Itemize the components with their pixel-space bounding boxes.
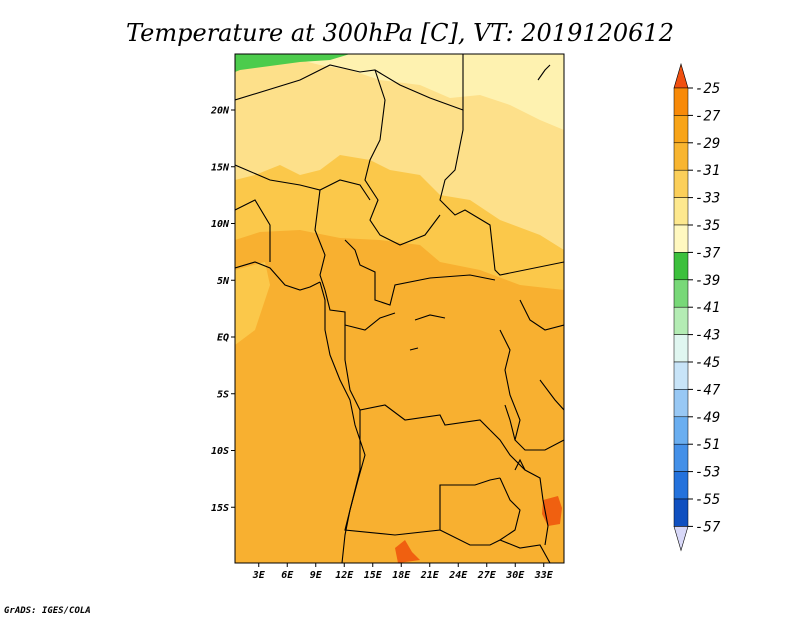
colorbar-bin [673,224,689,253]
lat-tick-label: 15N [211,162,230,173]
colorbar-top-triangle [673,62,689,89]
lon-tick-label: 9E [310,570,323,581]
map-title: Temperature at 300hPa [C], VT: 201912061… [126,19,674,47]
colorbar-bin [673,389,689,418]
colorbar-label: -55 [695,492,720,508]
lon-tick-label: 15E [364,570,383,581]
colorbar-label: -25 [695,81,720,97]
colorbar: -25 -27 -29 -31 -33 -35 -37 -39 -41 -43 -45 -47 -49 -… [673,62,721,552]
colorbar-label: -53 [695,465,720,481]
colorbar-bin [673,252,689,281]
colorbar-bin [673,279,689,308]
country-borders [235,54,564,563]
latitude-axis: 20N 15N 10N 5N EQ 5S 10S 15S [210,106,235,514]
colorbar-label: -27 [695,108,721,124]
colorbar-bin [673,142,689,171]
colorbar-bottom-triangle [673,526,689,552]
colorbar-label: -57 [695,519,721,535]
field-west-light [235,262,270,345]
lon-tick-label: 12E [335,570,354,581]
lat-tick-label: 15S [211,503,229,514]
field-light-band [235,54,564,250]
lat-tick-label: 20N [210,106,230,117]
lon-tick-label: 18E [392,570,411,581]
colorbar-bin [673,87,689,116]
lon-tick-label: 33E [534,570,554,581]
lat-tick-label: EQ [217,333,229,344]
coastlines [235,261,526,563]
colorbar-label: -33 [695,191,720,207]
colorbar-label: -51 [695,437,720,453]
colorbar-label: -35 [695,218,720,234]
colorbar-bin [673,334,689,363]
colorbar-bin [673,361,689,390]
grads-credit: GrADS: IGES/COLA [4,606,91,616]
colorbar-bin [673,416,689,445]
map-panel: 20N 15N 10N 5N EQ 5S 10S 15S 3E 6E 9E 12E 15E 18E 21E… [210,53,565,581]
lon-tick-label: 3E [252,570,266,581]
colorbar-label: -39 [695,273,720,289]
lon-tick-label: 30E [505,570,525,581]
colorbar-label: -31 [695,163,720,179]
lon-tick-label: 27E [477,570,497,581]
colorbar-label: -45 [695,355,720,371]
colorbar-label: -47 [695,382,721,398]
field-green-patch [235,54,350,72]
colorbar-bin [673,197,689,226]
colorbar-bin [673,443,689,472]
colorbar-label: -37 [695,245,721,261]
colorbar-bin [673,498,689,527]
lon-tick-label: 24E [448,570,468,581]
colorbar-bin [673,471,689,500]
longitude-axis: 3E 6E 9E 12E 15E 18E 21E 24E 27E 30E 33E [252,563,554,581]
field-southeast-warm [395,540,420,563]
colorbar-label: -49 [695,410,720,426]
colorbar-bin [673,169,689,198]
lat-tick-label: 5N [217,276,230,287]
lon-tick-label: 21E [420,570,440,581]
colorbar-label: -43 [695,328,720,344]
lat-tick-label: 10S [211,446,229,457]
lat-tick-label: 10N [211,219,230,230]
colorbar-bin [673,115,689,144]
map-frame [234,53,565,564]
lon-tick-label: 6E [281,570,294,581]
colorbar-bin [673,306,689,335]
lat-tick-label: 5S [217,389,229,400]
field-pale-band [235,54,564,130]
colorbar-label: -41 [695,300,720,316]
colorbar-label: -29 [695,136,720,152]
